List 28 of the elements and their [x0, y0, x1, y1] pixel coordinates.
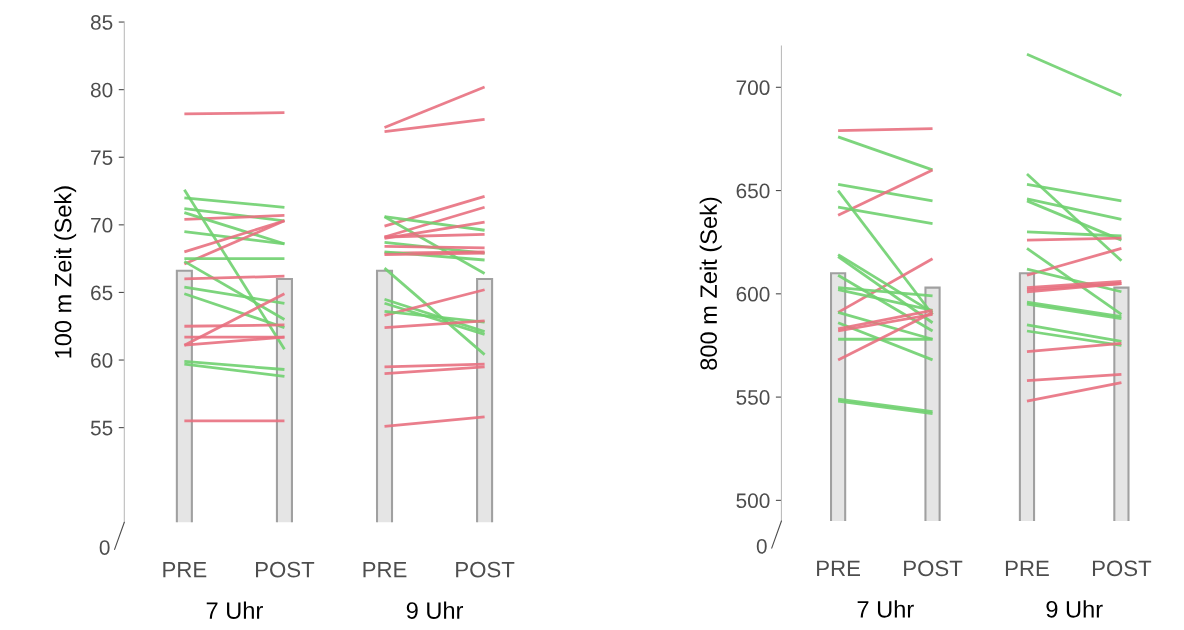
text: 9 Uhr — [1046, 600, 1103, 618]
y-tick-label: 65 — [91, 285, 113, 301]
x-tick-label: POST — [904, 560, 963, 577]
y-tick-label: 75 — [91, 150, 113, 165]
text: 7 Uhr — [857, 600, 914, 618]
y-tick-label: 550 — [736, 390, 770, 405]
text: 7 Uhr — [206, 601, 263, 619]
y-tick-label: 55 — [90, 420, 113, 436]
y-tick-label: 60 — [91, 353, 113, 368]
x-tick-label: PRE — [817, 560, 860, 576]
text: 0 — [99, 540, 110, 555]
y-tick-label: 500 — [736, 493, 770, 509]
y-axis-title: 800 m Zeit (Sek) — [699, 197, 722, 370]
y-tick-label: 85 — [90, 15, 113, 30]
y-tick-label: 700 — [736, 80, 770, 96]
x-tick-label: PRE — [163, 561, 207, 578]
x-tick-label: PRE — [363, 561, 407, 578]
y-tick-label: 70 — [91, 217, 113, 233]
x-tick-label: POST — [1092, 560, 1152, 577]
text: 9 Uhr — [406, 601, 464, 619]
y-tick-label: 80 — [90, 82, 113, 98]
y-tick-label: 650 — [736, 183, 770, 199]
y-axis-title: 100 m Zeit (Sek) — [54, 186, 77, 358]
x-tick-label: POST — [456, 561, 515, 578]
text: 0 — [756, 538, 767, 554]
x-tick-label: POST — [256, 561, 315, 578]
x-tick-label: PRE — [1005, 560, 1049, 576]
y-tick-label: 600 — [736, 286, 770, 302]
